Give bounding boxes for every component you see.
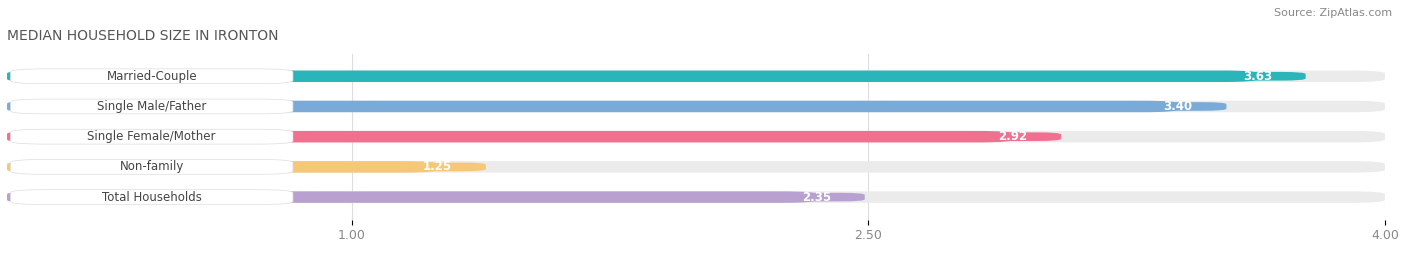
FancyBboxPatch shape bbox=[7, 70, 1257, 82]
Text: 1.25: 1.25 bbox=[423, 160, 453, 173]
Text: Single Female/Mother: Single Female/Mother bbox=[87, 130, 217, 143]
FancyBboxPatch shape bbox=[1209, 72, 1306, 81]
FancyBboxPatch shape bbox=[7, 161, 1385, 173]
Text: Source: ZipAtlas.com: Source: ZipAtlas.com bbox=[1274, 8, 1392, 18]
Text: 2.92: 2.92 bbox=[998, 130, 1028, 143]
FancyBboxPatch shape bbox=[7, 161, 437, 173]
Text: MEDIAN HOUSEHOLD SIZE IN IRONTON: MEDIAN HOUSEHOLD SIZE IN IRONTON bbox=[7, 29, 278, 43]
FancyBboxPatch shape bbox=[7, 131, 1385, 142]
FancyBboxPatch shape bbox=[389, 163, 486, 171]
FancyBboxPatch shape bbox=[768, 193, 865, 202]
Text: Single Male/Father: Single Male/Father bbox=[97, 100, 207, 113]
FancyBboxPatch shape bbox=[7, 191, 817, 203]
Text: Total Households: Total Households bbox=[101, 191, 201, 204]
Text: 2.35: 2.35 bbox=[801, 191, 831, 204]
FancyBboxPatch shape bbox=[10, 190, 292, 204]
FancyBboxPatch shape bbox=[7, 101, 1178, 112]
Text: 3.63: 3.63 bbox=[1243, 70, 1272, 83]
FancyBboxPatch shape bbox=[1130, 102, 1226, 111]
Text: 3.40: 3.40 bbox=[1164, 100, 1192, 113]
FancyBboxPatch shape bbox=[7, 131, 1012, 142]
Text: Non-family: Non-family bbox=[120, 160, 184, 173]
FancyBboxPatch shape bbox=[10, 69, 292, 84]
FancyBboxPatch shape bbox=[7, 191, 1385, 203]
FancyBboxPatch shape bbox=[7, 70, 1385, 82]
Text: Married-Couple: Married-Couple bbox=[107, 70, 197, 83]
FancyBboxPatch shape bbox=[10, 99, 292, 114]
FancyBboxPatch shape bbox=[965, 132, 1062, 141]
FancyBboxPatch shape bbox=[10, 159, 292, 174]
FancyBboxPatch shape bbox=[10, 129, 292, 144]
FancyBboxPatch shape bbox=[7, 101, 1385, 112]
